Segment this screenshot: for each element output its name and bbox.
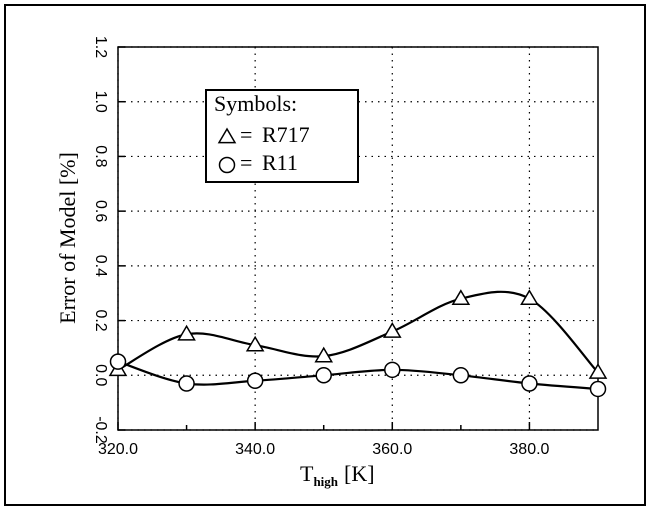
x-tick-label: 360.0 bbox=[372, 441, 412, 458]
legend-label: R11 bbox=[262, 150, 298, 175]
point bbox=[382, 322, 402, 338]
point bbox=[520, 289, 539, 306]
y-tick-label: 1.2 bbox=[92, 36, 109, 58]
x-tick-label: 380.0 bbox=[509, 441, 549, 458]
x-tick-label: 320.0 bbox=[98, 441, 138, 458]
point bbox=[589, 380, 607, 398]
point bbox=[452, 367, 470, 384]
y-tick-label: -0.2 bbox=[92, 416, 109, 444]
x-tick-label: 340.0 bbox=[235, 441, 275, 458]
legend-title: Symbols: bbox=[214, 91, 297, 116]
x-label-main: T bbox=[300, 461, 314, 486]
point bbox=[384, 361, 401, 379]
legend-marker bbox=[218, 156, 236, 174]
y-tick-label: 0.4 bbox=[92, 255, 109, 277]
legend-separator: = bbox=[240, 122, 252, 147]
point bbox=[588, 363, 608, 379]
x-axis-label: Thigh [K] bbox=[300, 461, 375, 489]
legend-marker bbox=[217, 127, 237, 144]
point bbox=[177, 324, 196, 341]
point bbox=[245, 335, 265, 352]
point bbox=[314, 346, 334, 363]
y-tick-label: 0.8 bbox=[92, 145, 109, 167]
y-tick-label: 0.6 bbox=[92, 200, 109, 222]
legend-separator: = bbox=[240, 150, 252, 175]
x-label-unit: [K] bbox=[344, 461, 375, 486]
point bbox=[451, 289, 471, 306]
y-tick-label: 0.0 bbox=[92, 364, 109, 386]
point bbox=[315, 367, 332, 384]
y-tick-label: 0.2 bbox=[92, 309, 109, 331]
point bbox=[521, 375, 538, 392]
point bbox=[178, 375, 195, 392]
frame bbox=[4, 4, 646, 506]
plot-border bbox=[117, 46, 599, 431]
point bbox=[109, 353, 127, 370]
point bbox=[246, 372, 264, 390]
legend-label: R717 bbox=[262, 122, 310, 147]
y-axis-label: Error of Model [%] bbox=[55, 152, 80, 324]
y-tick-label: 1.0 bbox=[92, 91, 109, 113]
plot bbox=[108, 46, 608, 431]
x-label-sub: high bbox=[313, 474, 338, 489]
